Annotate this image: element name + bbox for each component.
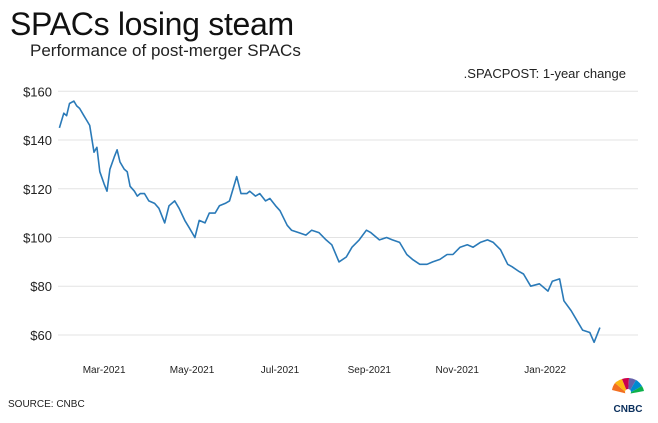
x-tick-label: Mar-2021: [83, 365, 126, 376]
y-tick-label: $120: [23, 182, 52, 197]
chart-subtitle: Performance of post-merger SPACs: [30, 41, 301, 60]
x-tick-label: Jul-2021: [261, 365, 300, 376]
y-tick-label: $100: [23, 230, 52, 245]
source-note: SOURCE: CNBC: [8, 399, 85, 410]
y-tick-label: $140: [23, 133, 52, 148]
series-annotation: .SPACPOST: 1-year change: [464, 66, 626, 81]
cnbc-logo: CNBC: [612, 377, 644, 415]
x-tick-label: Sep-2021: [348, 365, 392, 376]
y-tick-label: $80: [30, 279, 52, 294]
x-tick-label: Nov-2021: [436, 365, 480, 376]
y-tick-label: $60: [30, 328, 52, 343]
spacpost-series-line: [58, 100, 601, 344]
y-tick-label: $160: [23, 84, 52, 99]
logo-text: CNBC: [614, 404, 643, 415]
x-tick-label: May-2021: [170, 365, 215, 376]
chart-title: SPACs losing steam: [10, 6, 294, 42]
x-tick-label: Jan-2022: [524, 365, 566, 376]
